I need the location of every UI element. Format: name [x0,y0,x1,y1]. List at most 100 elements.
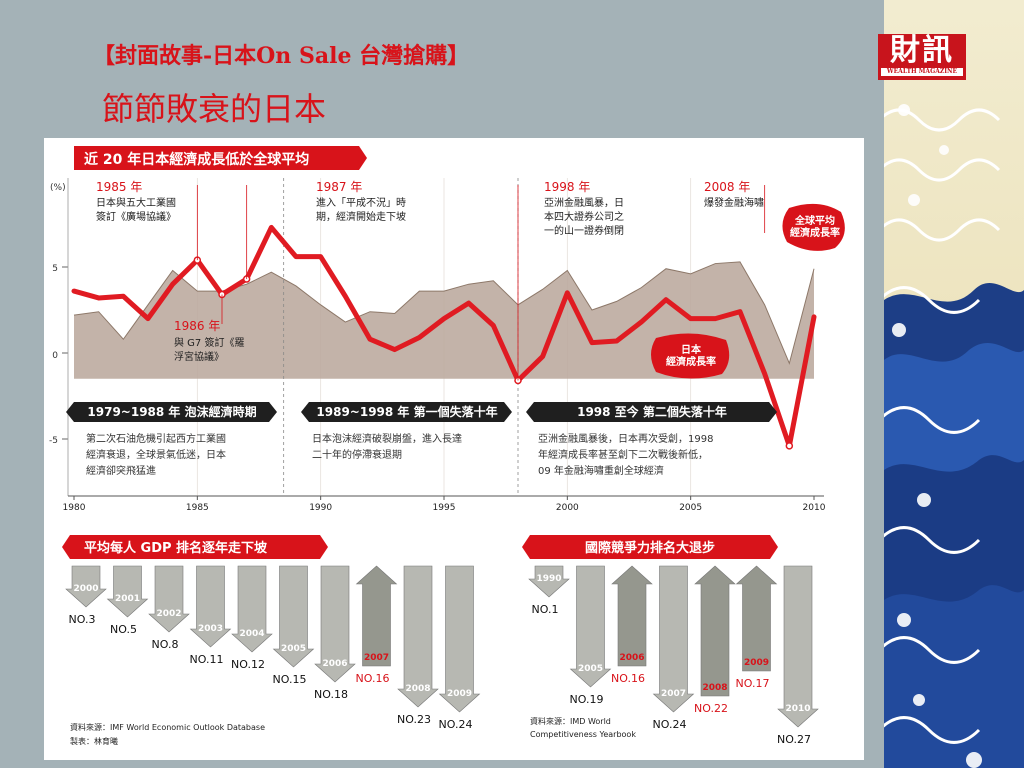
annotation-1986: 1986 年 與 G7 簽訂《羅浮宮協議》 [174,319,244,363]
rank-arrow-shape [314,565,356,683]
growth-chart-title-banner [74,146,367,170]
rank-arrow-shape [694,565,736,697]
slide-title: 【封面故事-日本On Sale 台灣搶購】 [93,43,470,69]
rank-arrow-2009: 2009 NO.17 [735,565,778,690]
gdp-ranking-title-banner [62,535,328,559]
rank-value: NO.19 [570,693,604,706]
rank-year: 2007 [661,689,686,699]
rank-arrow-shape [438,565,481,713]
brand-logo: 財訊 WEALTH MAGAZINE [878,34,966,80]
gdp-ranking-arrows: 2000 NO.3 2001 NO.5 2002 NO.8 2003 NO.11 2004 NO.… [65,565,481,731]
rank-value: NO.27 [777,733,811,746]
rank-arrow-shape [652,565,695,713]
rank-year: 2004 [239,629,264,639]
infographic: 近 20 年日本經濟成長低於全球平均 (%) 5 0 -5 1985 年 日本與… [44,138,864,760]
rank-value: NO.11 [190,653,224,666]
period-3-text: 亞洲金融風暴後，日本再次受創，1998 年經濟成長率甚至創下二次戰後新低， 09 年… [538,432,713,477]
gdp-ranking-title: 平均每人 GDP 排名逐年走下坡 [84,540,268,556]
slide-subtitle: 節節敗衰的日本 [102,90,327,128]
rank-year: 1990 [536,574,561,584]
gdp-source: 資料來源：IMF World Economic Outlook Database [70,722,265,732]
competitiveness-arrows: 1990 NO.1 2005 NO.19 2006 NO.16 2007 NO.24 2008 N… [528,565,819,746]
period-banner-3: 1998 至今 第二個失落十年 亞洲金融風暴後，日本再次受創，1998 年經濟成長… [526,402,777,477]
y-tick-0: 0 [52,351,58,361]
rank-value: NO.15 [273,673,307,686]
logo-text: 財訊 [890,33,954,68]
rank-arrow-2004: 2004 NO.12 [231,565,273,671]
period-banner-1: 1979~1988 年 泡沫經濟時期 第二次石油危機引起西方工業國經濟衰退，全球… [66,402,277,477]
gdp-maker: 製表：林育曦 [70,736,118,746]
rank-arrow-shape [106,565,149,618]
y-axis-label: (%) [50,183,66,193]
rank-value: NO.12 [231,658,265,671]
rank-year: 2000 [73,584,98,594]
annotation-1986-text: 與 G7 簽訂《羅浮宮協議》 [174,336,244,363]
rank-arrow-2008: 2008 NO.23 [397,565,439,726]
rank-arrow-shape [65,565,107,608]
annotation-2008-year: 2008 年 [704,180,750,194]
rank-value: NO.24 [439,718,473,731]
world-average-line [73,261,815,365]
rank-arrow-shape [231,565,273,653]
rank-arrow-shape [148,565,190,633]
annotation-1987-year: 1987 年 [316,180,362,194]
world-average-callout: 全球平均經濟成長率 [782,203,845,251]
x-tick-2005: 2005 [679,503,702,513]
annotation-1987: 1987 年 進入「平成不況」時期，經濟開始走下坡 [316,180,406,223]
rank-value: NO.16 [356,672,390,685]
period-banner-2: 1989~1998 年 第一個失落十年 日本泡沫經濟破裂崩盤，進入長達二十年的停… [301,402,512,461]
competitiveness-source: 資料來源：IMD World Competitiveness Yearbook [530,716,636,739]
rank-value: NO.22 [694,702,728,715]
rank-year: 2009 [447,689,472,699]
rank-arrow-2003: 2003 NO.11 [190,565,232,666]
rank-year: 2008 [405,684,430,694]
rank-arrow-2000: 2000 NO.3 [65,565,107,626]
annotation-1986-year: 1986 年 [174,319,220,333]
rank-arrow-1990: 1990 NO.1 [528,565,570,616]
rank-arrow-shape [569,565,612,688]
rank-arrow-shape [611,565,653,667]
rank-arrow-shape [272,565,315,668]
period-1-text: 第二次石油危機引起西方工業國經濟衰退，全球景氣低迷，日本經濟卻突飛猛進 [86,432,226,477]
x-tick-1980: 1980 [63,503,86,513]
rank-value: NO.18 [314,688,348,701]
competitiveness-title-banner [522,535,778,559]
wave-decoration [884,0,1024,768]
period-dividers [283,178,519,496]
period-3-label: 1998 至今 第二個失落十年 [577,404,727,419]
annotation-connectors [196,185,766,381]
annotation-1998: 1998 年 亞洲金融風暴，日本四大證券公司之一的山一證券倒閉 [544,180,624,237]
infographic-canvas: 近 20 年日本經濟成長低於全球平均 (%) 5 0 -5 1985 年 日本與… [44,138,864,760]
rank-year: 2005 [578,664,603,674]
rank-arrow-2010: 2010 NO.27 [777,565,819,746]
rank-year: 2001 [115,594,140,604]
period-2-text: 日本泡沫經濟破裂崩盤，進入長達二十年的停滯衰退期 [312,432,462,461]
x-tick-1990: 1990 [309,503,332,513]
competitiveness-chart: 國際競爭力排名大退步 1990NO.12005NO.192006NO.16200… [522,535,819,746]
period-2-label: 1989~1998 年 第一個失落十年 [316,404,497,419]
rank-arrow-shape [528,565,570,598]
annotation-1985-text: 日本與五大工業國簽訂《廣場協議》 [96,196,176,223]
rank-arrow-shape [397,565,439,708]
japan-label: 日本經濟成長率 [666,343,716,368]
rank-value: NO.16 [611,672,645,685]
competitiveness-title: 國際競爭力排名大退步 [585,540,715,556]
annotation-2008: 2008 年 爆發金融海嘯 [704,180,764,209]
rank-arrow-2007: 2007 NO.16 [355,565,398,685]
rank-arrow-2006: 2006 NO.16 [611,565,653,685]
rank-year: 2009 [744,658,769,668]
rank-arrow-shape [355,565,398,667]
rank-value: NO.23 [397,713,431,726]
rank-year: 2006 [619,653,644,663]
rank-arrow-shape [777,565,819,728]
rank-arrow-2007: 2007 NO.24 [652,565,695,731]
y-tick-minus5: -5 [49,436,58,446]
x-tick-1995: 1995 [433,503,456,513]
rank-year: 2010 [785,704,810,714]
y-tick-5: 5 [52,264,58,274]
rank-arrow-2006: 2006 NO.18 [314,565,356,701]
period-1-label: 1979~1988 年 泡沫經濟時期 [87,404,256,419]
x-tick-2010: 2010 [803,503,826,513]
rank-arrow-2005: 2005 NO.15 [272,565,315,686]
rank-arrow-shape [735,565,778,672]
